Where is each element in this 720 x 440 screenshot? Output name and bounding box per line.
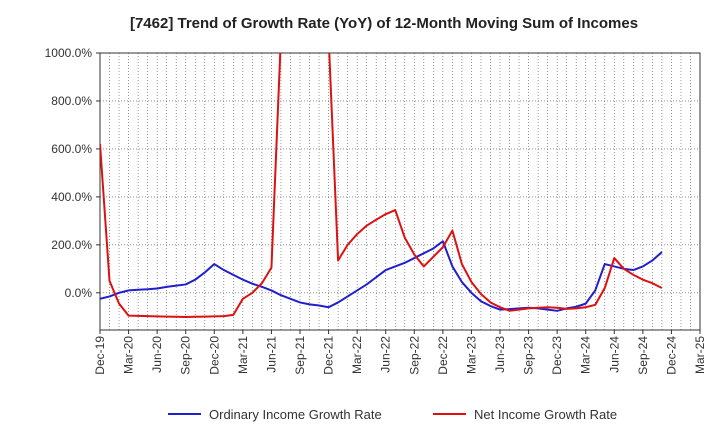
legend-label: Ordinary Income Growth Rate xyxy=(209,407,382,422)
plot-area-frame xyxy=(99,52,701,331)
legend-label: Net Income Growth Rate xyxy=(474,407,617,422)
x-tick-label: Jun-21 xyxy=(264,336,278,373)
y-tick-label: 200.0% xyxy=(51,238,92,252)
y-tick-label: 400.0% xyxy=(51,190,92,204)
x-tick-label: Sep-21 xyxy=(293,336,307,375)
x-tick-label: Mar-25 xyxy=(693,336,707,374)
x-tick-label: Dec-21 xyxy=(322,336,336,375)
y-tick-label: 1000.0% xyxy=(45,46,93,60)
legend: Ordinary Income Growth Rate Net Income Gr… xyxy=(168,407,617,422)
x-tick-label: Jun-22 xyxy=(379,336,393,373)
x-tick-label: Jun-24 xyxy=(607,336,621,373)
x-tick-label: Mar-22 xyxy=(350,336,364,374)
x-tick-label: Dec-24 xyxy=(664,336,678,375)
x-tick-label: Sep-23 xyxy=(522,336,536,375)
x-tick-label: Mar-23 xyxy=(464,336,478,374)
x-tick-label: Dec-22 xyxy=(436,336,450,375)
y-tick-label: 800.0% xyxy=(51,94,92,108)
y-axis: 0.0% 200.0% 400.0% 600.0% 800.0% 1000.0% xyxy=(45,46,100,300)
series-lines xyxy=(100,53,663,319)
y-tick-label: 600.0% xyxy=(51,142,92,156)
x-tick-label: Mar-20 xyxy=(122,336,136,374)
x-tick-label: Dec-20 xyxy=(207,336,221,375)
x-tick-label: Jun-20 xyxy=(150,336,164,373)
series-line xyxy=(100,53,663,319)
x-tick-label: Dec-23 xyxy=(550,336,564,375)
x-tick-label: Sep-20 xyxy=(179,336,193,375)
series-line xyxy=(100,240,663,312)
x-tick-label: Sep-22 xyxy=(407,336,421,375)
grid xyxy=(100,52,700,330)
y-tick-label: 0.0% xyxy=(65,286,93,300)
chart-title: [7462] Trend of Growth Rate (YoY) of 12-… xyxy=(130,15,638,32)
x-tick-label: Mar-24 xyxy=(579,336,593,374)
x-tick-label: Dec-19 xyxy=(93,336,107,375)
x-tick-label: Sep-24 xyxy=(636,336,650,375)
x-tick-label: Jun-23 xyxy=(493,336,507,373)
x-axis: Dec-19 Mar-20 Jun-20 Sep-20 Dec-20 Mar-21 Jun-… xyxy=(93,330,707,375)
x-tick-label: Mar-21 xyxy=(236,336,250,374)
